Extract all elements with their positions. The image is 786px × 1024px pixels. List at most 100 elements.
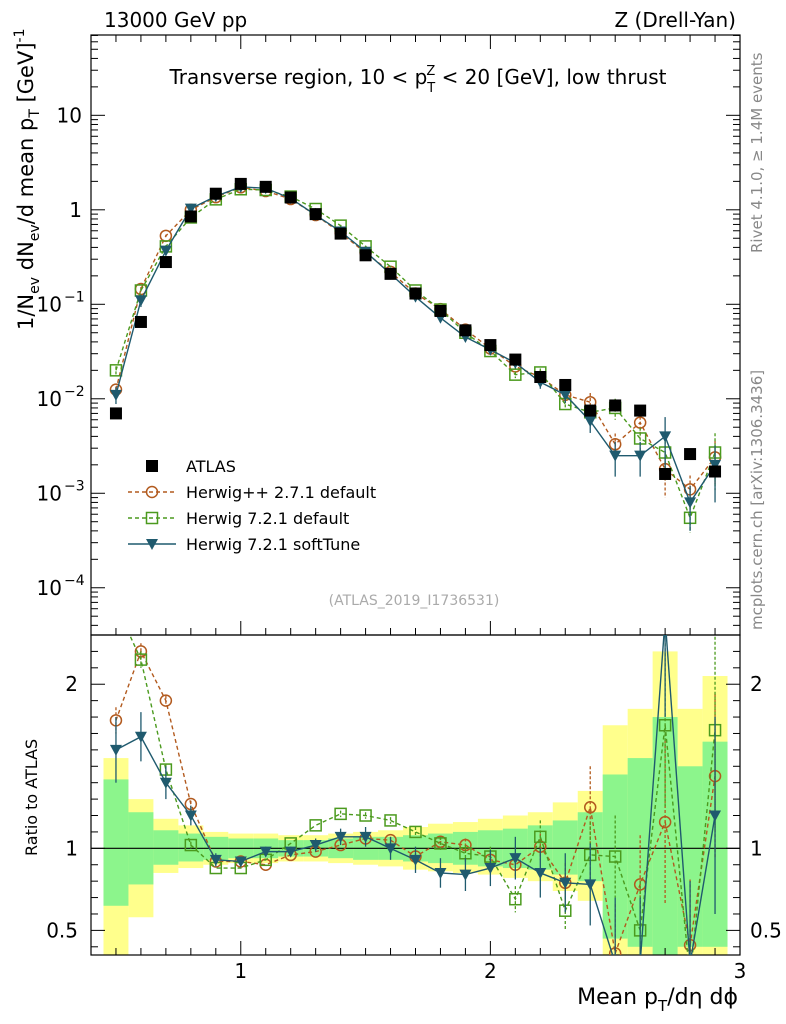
data-point	[234, 177, 247, 190]
y-tick-label-exponent: −4	[64, 573, 85, 589]
ratio-point	[658, 815, 672, 829]
data-point	[584, 416, 597, 428]
data-point	[534, 371, 547, 384]
data-point	[109, 364, 123, 377]
ratio-point	[658, 719, 672, 732]
ratio-point	[134, 731, 147, 743]
ratio-point	[509, 853, 522, 865]
ratio-tick-label-right: 1	[750, 836, 763, 860]
legend-item: Herwig 7.2.1 default	[128, 509, 349, 528]
data-point	[184, 210, 197, 223]
series-herwig-7-2-1-softtune	[109, 181, 722, 531]
data-point	[509, 368, 522, 381]
data-point	[584, 404, 597, 417]
x-tick-label: 3	[734, 959, 747, 983]
legend: ATLAS Herwig++ 2.7.1 default Herwig 7.2.1 …	[128, 457, 376, 554]
ratio-point	[234, 856, 247, 868]
ratio-point	[384, 814, 397, 827]
x-tick-label: 2	[484, 959, 497, 983]
ratio-series-layer	[109, 635, 722, 969]
data-point	[709, 459, 722, 471]
ratio-point	[709, 810, 722, 822]
y-tick-label-exponent: −1	[64, 289, 85, 305]
data-point	[709, 465, 722, 478]
ratio-point	[309, 840, 322, 852]
data-point	[634, 450, 647, 462]
ratio-point	[583, 801, 597, 814]
plot-title: Transverse region, 10 < pZ T < 20 [GeV], …	[168, 64, 666, 96]
data-point	[634, 404, 647, 417]
data-point	[159, 256, 172, 269]
header-right: Z (Drell-Yan)	[614, 8, 736, 32]
ratio-point	[608, 850, 622, 863]
y-tick-label-exponent: −3	[64, 478, 85, 494]
legend-label: Herwig++ 2.7.1 default	[186, 483, 376, 502]
data-point	[609, 450, 622, 462]
data-point	[259, 180, 272, 193]
legend-label: ATLAS	[186, 457, 236, 476]
ratio-point	[359, 831, 372, 843]
data-point	[184, 203, 197, 215]
ratio-point	[534, 867, 547, 879]
y-tick-label-exponent: −2	[64, 384, 85, 400]
series-line	[115, 186, 716, 491]
ratio-point	[409, 825, 422, 839]
ratio-point	[259, 846, 272, 858]
ratio-tick-label-right: 0.5	[750, 918, 782, 942]
legend-item: Herwig++ 2.7.1 default	[128, 483, 376, 502]
data-point	[334, 227, 347, 240]
ratio-point	[159, 777, 172, 789]
series-line	[115, 186, 716, 504]
data-point	[609, 399, 622, 412]
ratio-tick-label: 1	[65, 836, 78, 860]
ratio-point	[184, 838, 198, 852]
ratio-point	[484, 863, 497, 875]
legend-marker	[145, 485, 159, 499]
data-point	[134, 315, 147, 328]
data-point	[384, 267, 397, 280]
y-tick-label: 10	[37, 292, 62, 316]
band-green-bin	[153, 830, 179, 865]
y-tick-label: 10	[57, 103, 82, 127]
data-point	[209, 187, 222, 200]
legend-marker	[145, 511, 159, 525]
band-green-bin	[103, 779, 129, 906]
data-point	[284, 191, 297, 204]
data-point	[459, 324, 472, 337]
ratio-point	[609, 958, 621, 969]
ratio-point	[509, 892, 522, 906]
data-point	[159, 245, 172, 257]
series-atlas	[109, 177, 722, 480]
y-tick-label: 10	[37, 576, 62, 600]
data-point	[309, 208, 322, 221]
data-point	[434, 304, 447, 317]
data-point	[659, 431, 672, 443]
ratio-point	[684, 958, 696, 969]
data-point	[684, 497, 697, 509]
y-tick-label: 10	[37, 387, 62, 411]
y-axis-label: 1/Nev dNev/d mean pT [GeV]-1	[12, 29, 43, 330]
ratio-point	[359, 809, 372, 822]
ratio-point	[184, 810, 197, 822]
data-point	[684, 448, 697, 461]
data-point	[659, 467, 672, 480]
ratio-point	[109, 744, 122, 756]
ratio-point	[434, 837, 447, 850]
series-herwig-7-2-1-default	[109, 183, 722, 533]
analysis-watermark: (ATLAS_2019_I1736531)	[329, 593, 500, 609]
legend-item: ATLAS	[146, 457, 236, 476]
ratio-tick-label-right: 2	[750, 672, 763, 696]
ratio-point	[334, 831, 347, 843]
ratio-point	[409, 854, 422, 866]
ratio-point	[309, 819, 322, 832]
ratio-point	[584, 879, 597, 891]
x-axis-label: Mean pT/dη dϕ	[577, 985, 738, 1015]
legend-marker	[146, 460, 158, 472]
main-series-layer	[109, 177, 722, 533]
ratio-point	[159, 694, 173, 707]
y-tick-label: 1	[69, 198, 82, 222]
ratio-uncertainty-bands	[103, 651, 728, 955]
ratio-point	[534, 830, 547, 844]
